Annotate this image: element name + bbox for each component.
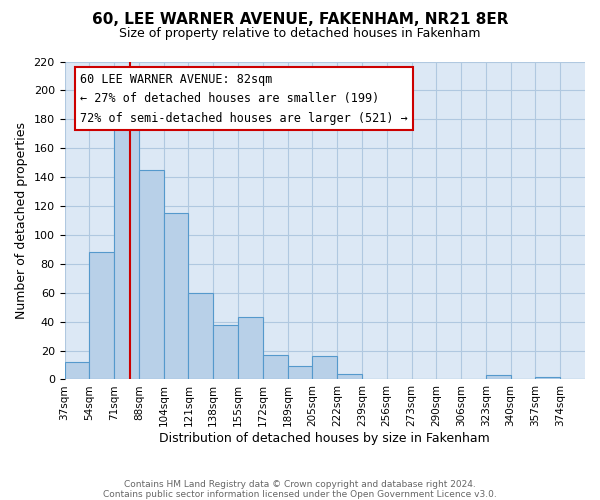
Bar [287,366,313,380]
X-axis label: Distribution of detached houses by size in Fakenham: Distribution of detached houses by size … [160,432,490,445]
Text: Contains HM Land Registry data © Crown copyright and database right 2024.: Contains HM Land Registry data © Crown c… [124,480,476,489]
Bar [263,355,287,380]
Text: Size of property relative to detached houses in Fakenham: Size of property relative to detached ho… [119,28,481,40]
Bar [164,214,188,380]
Bar [213,324,238,380]
Bar [337,374,362,380]
Bar [486,375,511,380]
Text: 60, LEE WARNER AVENUE, FAKENHAM, NR21 8ER: 60, LEE WARNER AVENUE, FAKENHAM, NR21 8E… [92,12,508,28]
Bar [114,120,139,380]
Text: 60 LEE WARNER AVENUE: 82sqm
← 27% of detached houses are smaller (199)
72% of se: 60 LEE WARNER AVENUE: 82sqm ← 27% of det… [80,72,408,124]
Bar [188,292,213,380]
Text: Contains public sector information licensed under the Open Government Licence v3: Contains public sector information licen… [103,490,497,499]
Bar [535,376,560,380]
Bar [238,318,263,380]
Bar [139,170,164,380]
Y-axis label: Number of detached properties: Number of detached properties [15,122,28,319]
Bar [89,252,114,380]
Bar [313,356,337,380]
Bar [65,362,89,380]
